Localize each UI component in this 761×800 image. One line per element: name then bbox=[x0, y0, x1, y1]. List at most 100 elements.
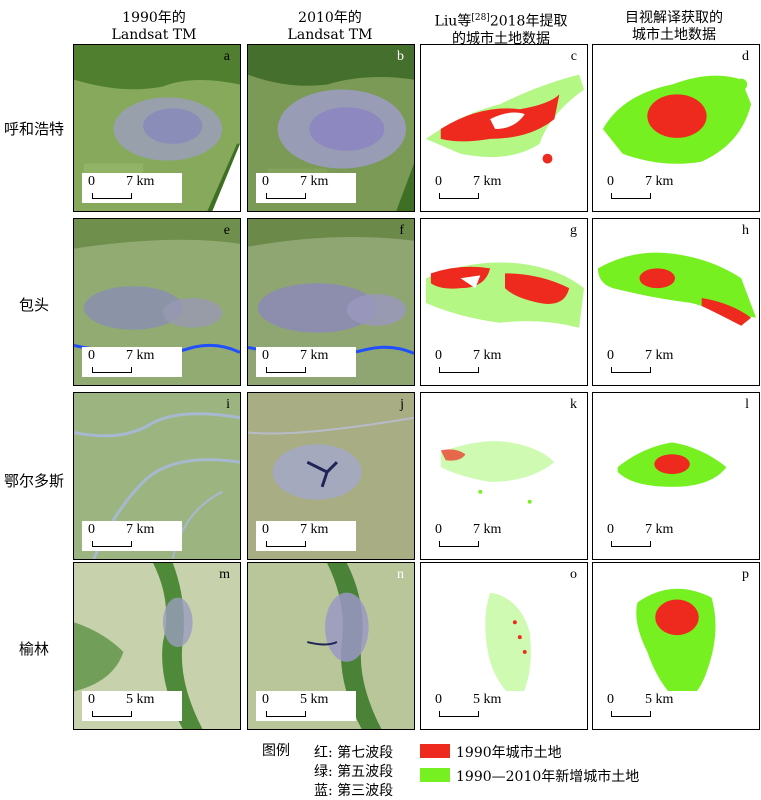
scale-distance: 5 km bbox=[473, 692, 502, 707]
panel-letter: l bbox=[745, 397, 749, 412]
scale-bar: 0 7 km bbox=[82, 521, 182, 551]
panel-letter: k bbox=[570, 397, 577, 412]
citation: [28] bbox=[471, 13, 490, 23]
scale-bar: 0 7 km bbox=[82, 347, 182, 377]
panel-i-landsat-1990: i 0 7 km bbox=[73, 392, 241, 560]
panel-b-landsat-2010: b 0 7 km bbox=[247, 44, 415, 212]
legend-swatch-urban-new bbox=[420, 768, 450, 782]
scale-distance: 7 km bbox=[126, 348, 155, 363]
scale-zero: 0 bbox=[262, 348, 269, 363]
scale-distance: 7 km bbox=[300, 174, 329, 189]
scale-bar: 0 5 km bbox=[429, 691, 529, 721]
scale-bar-line bbox=[266, 711, 306, 717]
scale-distance: 5 km bbox=[300, 692, 329, 707]
scale-bar-line bbox=[92, 711, 132, 717]
panel-letter: b bbox=[397, 49, 404, 64]
liu-text: Liu等 bbox=[434, 13, 472, 30]
scale-zero: 0 bbox=[262, 522, 269, 537]
scale-bar-line bbox=[266, 541, 306, 547]
legend-item-urban-new: 1990—2010年新增城市土地 bbox=[456, 769, 640, 785]
urban-land-map bbox=[425, 74, 585, 164]
panel-letter: m bbox=[219, 567, 230, 582]
column-header-1990-tm: 1990年的 Landsat TM bbox=[69, 10, 239, 44]
scale-distance: 7 km bbox=[126, 174, 155, 189]
scale-bar-line bbox=[92, 367, 132, 373]
scale-zero: 0 bbox=[88, 174, 95, 189]
scale-bar-line bbox=[611, 193, 651, 199]
scale-distance: 5 km bbox=[645, 692, 674, 707]
row-label-yulin: 榆林 bbox=[18, 640, 49, 658]
urban-land-map bbox=[425, 262, 585, 328]
panel-letter: g bbox=[570, 223, 577, 238]
scale-bar: 0 7 km bbox=[601, 347, 701, 377]
scale-zero: 0 bbox=[435, 174, 442, 189]
panel-g-liu-urban-land: g 0 7 km bbox=[420, 218, 588, 386]
panel-m-landsat-1990: m 0 5 km bbox=[73, 562, 241, 730]
panel-letter: n bbox=[397, 567, 404, 582]
scale-distance: 7 km bbox=[645, 348, 674, 363]
legend-item-urban-1990: 1990年城市土地 bbox=[456, 745, 562, 761]
scale-zero: 0 bbox=[607, 522, 614, 537]
scale-bar-line bbox=[439, 711, 479, 717]
column-header-line2: 的城市土地数据 bbox=[452, 30, 550, 47]
scale-distance: 5 km bbox=[126, 692, 155, 707]
scale-bar: 0 7 km bbox=[82, 173, 182, 203]
scale-zero: 0 bbox=[435, 692, 442, 707]
scale-bar-line bbox=[439, 367, 479, 373]
scale-zero: 0 bbox=[435, 348, 442, 363]
row-label-baotou: 包头 bbox=[18, 296, 49, 314]
scale-zero: 0 bbox=[262, 174, 269, 189]
scale-bar: 0 5 km bbox=[256, 691, 356, 721]
panel-d-visual-urban-land: d 0 7 km bbox=[592, 44, 760, 212]
urban-land-map bbox=[597, 252, 757, 326]
panel-k-liu-urban-land: k 0 7 km bbox=[420, 392, 588, 560]
column-header-line2: 城市土地数据 bbox=[632, 27, 716, 43]
satellite-image bbox=[248, 45, 414, 211]
column-header-line1: 2010年的 bbox=[298, 10, 362, 26]
liu-year-text: 2018年提取 bbox=[489, 13, 568, 30]
legend-swatch-urban-1990 bbox=[420, 744, 450, 758]
scale-bar: 0 7 km bbox=[256, 173, 356, 203]
scale-bar: 0 5 km bbox=[601, 691, 701, 721]
urban-land-map bbox=[617, 442, 727, 487]
panel-letter: p bbox=[742, 567, 749, 582]
urban-land-map bbox=[440, 441, 555, 504]
panel-letter: d bbox=[742, 49, 749, 64]
panel-letter: a bbox=[223, 49, 230, 64]
panel-letter: h bbox=[742, 223, 749, 238]
scale-distance: 7 km bbox=[126, 522, 155, 537]
panel-letter: i bbox=[226, 397, 230, 412]
scale-zero: 0 bbox=[607, 692, 614, 707]
scale-bar-line bbox=[611, 541, 651, 547]
scale-distance: 7 km bbox=[300, 348, 329, 363]
scale-distance: 7 km bbox=[473, 174, 502, 189]
legend-band-blue: 蓝: 第三波段 bbox=[314, 783, 394, 799]
column-header-visual-interp: 目视解译获取的 城市土地数据 bbox=[589, 10, 759, 44]
row-label-hohhot: 呼和浩特 bbox=[3, 120, 64, 138]
scale-distance: 7 km bbox=[473, 348, 502, 363]
scale-zero: 0 bbox=[88, 522, 95, 537]
panel-h-visual-urban-land: h 0 7 km bbox=[592, 218, 760, 386]
panel-letter: j bbox=[400, 397, 404, 412]
panel-letter: o bbox=[570, 567, 577, 582]
panel-o-liu-urban-land: o 0 5 km bbox=[420, 562, 588, 730]
scale-distance: 7 km bbox=[473, 522, 502, 537]
panel-e-landsat-1990: e 0 7 km bbox=[73, 218, 241, 386]
urban-land-map bbox=[636, 588, 716, 702]
scale-bar: 0 5 km bbox=[82, 691, 182, 721]
scale-bar-line bbox=[92, 541, 132, 547]
scale-bar: 0 7 km bbox=[256, 521, 356, 551]
scale-bar: 0 7 km bbox=[429, 347, 529, 377]
scale-bar-line bbox=[439, 193, 479, 199]
scale-distance: 7 km bbox=[645, 522, 674, 537]
panel-letter: f bbox=[399, 223, 404, 238]
column-header-2010-tm: 2010年的 Landsat TM bbox=[245, 10, 415, 44]
column-header-liu-data: Liu等[28]2018年提取 的城市土地数据 bbox=[416, 10, 586, 48]
legend-title: 图例 bbox=[262, 743, 290, 759]
scale-zero: 0 bbox=[607, 348, 614, 363]
panel-a-landsat-1990: a 0 7 km bbox=[73, 44, 241, 212]
panel-letter: e bbox=[223, 223, 230, 238]
urban-land-map bbox=[485, 592, 531, 702]
legend-band-green: 绿: 第五波段 bbox=[314, 764, 394, 780]
scale-bar: 0 7 km bbox=[601, 173, 701, 203]
